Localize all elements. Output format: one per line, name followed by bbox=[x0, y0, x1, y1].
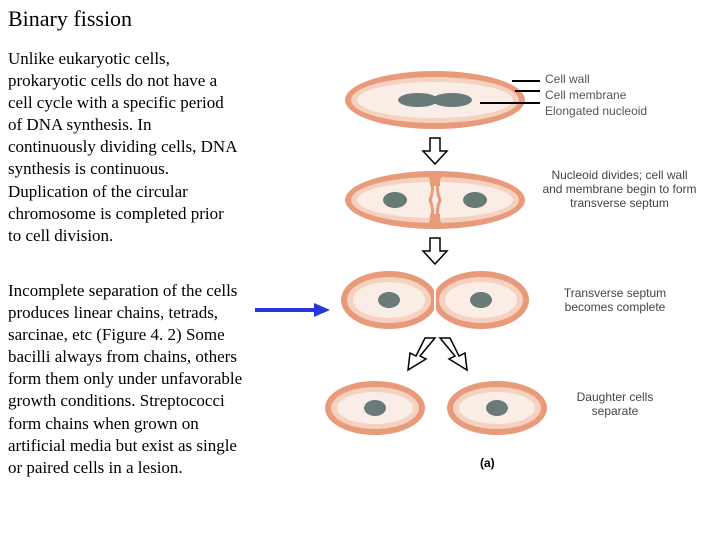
arrow-down-1 bbox=[420, 136, 450, 166]
label-nucleoid: Elongated nucleoid bbox=[545, 104, 647, 118]
arrow-down-2 bbox=[420, 236, 450, 266]
figure-label: (a) bbox=[480, 456, 495, 470]
stage-1-cell bbox=[340, 68, 530, 132]
paragraph-1: Unlike eukaryotic cells, prokaryotic cel… bbox=[8, 48, 238, 247]
caption-stage-2: Nucleoid divides; cell wall and membrane… bbox=[542, 168, 697, 210]
fission-diagram: Cell wall Cell membrane Elongated nucleo… bbox=[330, 68, 720, 528]
arrow-diverge bbox=[370, 336, 500, 376]
label-cell-membrane: Cell membrane bbox=[545, 88, 626, 102]
page-title: Binary fission bbox=[8, 6, 132, 32]
stage-3-cells bbox=[335, 268, 535, 332]
paragraph-2: Incomplete separation of the cells produ… bbox=[8, 280, 248, 479]
caption-stage-4: Daughter cells separate bbox=[560, 390, 670, 418]
caption-stage-3: Transverse septum becomes complete bbox=[545, 286, 685, 314]
stage-2-cell bbox=[340, 168, 530, 232]
pointer-cell-wall bbox=[512, 80, 540, 82]
pointer-nucleoid bbox=[480, 102, 540, 104]
label-cell-wall: Cell wall bbox=[545, 72, 590, 86]
stage-4-right-cell bbox=[442, 378, 552, 438]
blue-arrow-icon bbox=[252, 300, 332, 320]
pointer-membrane bbox=[515, 90, 540, 92]
stage-4-left-cell bbox=[320, 378, 430, 438]
